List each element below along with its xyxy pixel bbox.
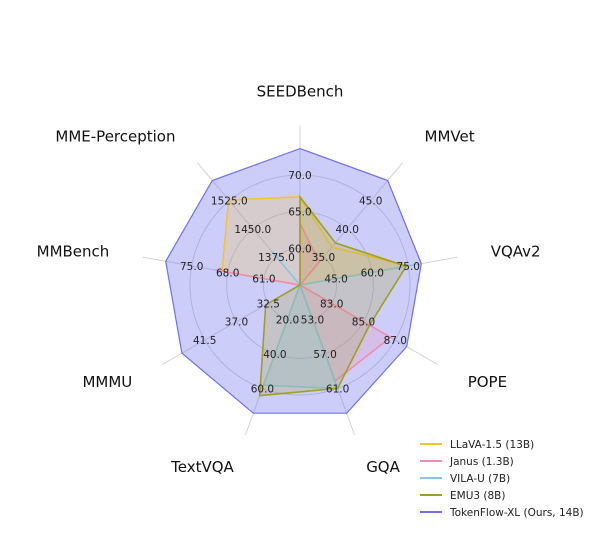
tick-label: 53.0	[301, 314, 324, 326]
tick-label: 68.0	[216, 267, 239, 279]
tick-label: 65.0	[288, 207, 311, 219]
tick-label: 45.0	[324, 274, 347, 286]
axis-label: POPE	[468, 373, 507, 391]
series-areas	[165, 147, 422, 414]
axis-label: TextVQA	[170, 458, 234, 476]
tick-label: 87.0	[384, 335, 407, 347]
tick-label: 83.0	[320, 298, 343, 310]
series-area	[165, 147, 422, 414]
tick-label: 61.0	[326, 383, 349, 395]
tick-label: 37.0	[225, 317, 248, 329]
tick-label: 40.0	[336, 224, 359, 236]
tick-label: 35.0	[312, 252, 335, 264]
legend-label: EMU3 (8B)	[450, 490, 505, 502]
tick-label: 85.0	[352, 317, 375, 329]
legend: LLaVA-1.5 (13B) Janus (1.3B) VILA-U (7B) EM…	[420, 439, 584, 519]
axis-labels: SEEDBench MMVet VQAv2 POPE GQA TextVQA MMMU MMB…	[37, 82, 541, 476]
legend-label: Janus (1.3B)	[449, 456, 514, 468]
tick-label: 32.5	[257, 298, 280, 310]
tick-label: 60.0	[361, 267, 384, 279]
tick-label: 20.0	[276, 314, 299, 326]
tick-label: 75.0	[397, 261, 420, 273]
axis-label: MMVet	[425, 128, 475, 146]
tick-label: 60.0	[288, 243, 311, 255]
series-area	[221, 196, 409, 389]
tick-label: 45.0	[359, 196, 382, 208]
tick-label: 41.5	[193, 335, 216, 347]
tick-label: 57.0	[313, 349, 336, 361]
tick-label: 75.0	[180, 261, 203, 273]
axis-label: MME-Perception	[55, 128, 175, 146]
tick-label: 1525.0	[211, 196, 248, 208]
axis-label: MMBench	[37, 242, 110, 260]
tick-label: 60.0	[251, 383, 274, 395]
axis-label: SEEDBench	[257, 82, 344, 100]
tick-label: 61.0	[252, 274, 275, 286]
tick-label: 40.0	[263, 349, 286, 361]
series-area	[262, 250, 414, 390]
legend-label: TokenFlow-XL (Ours, 14B)	[449, 507, 584, 519]
tick-labels: 60.0 65.0 70.0 35.0 40.0 45.0 45.0 60.0 75.0 83.0…	[180, 170, 420, 395]
axis-label: VQAv2	[491, 242, 541, 260]
tick-label: 1450.0	[234, 224, 271, 236]
tick-label: 70.0	[288, 170, 311, 182]
legend-label: VILA-U (7B)	[450, 473, 510, 485]
series-area	[258, 194, 408, 397]
axis-label: GQA	[366, 458, 400, 476]
legend-label: LLaVA-1.5 (13B)	[450, 439, 534, 451]
tick-label: 1375.0	[258, 252, 295, 264]
axis-label: MMMU	[82, 373, 132, 391]
